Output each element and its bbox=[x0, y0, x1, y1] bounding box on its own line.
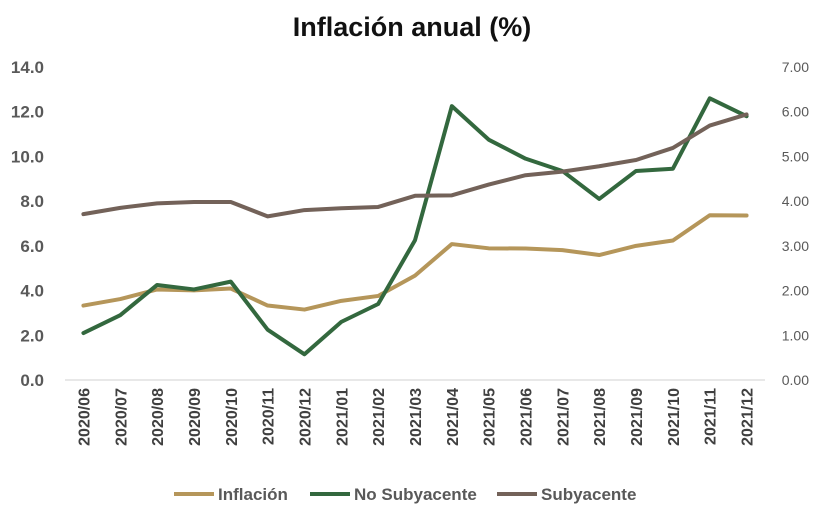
x-tick-label: 2020/10 bbox=[224, 388, 241, 446]
x-tick-label: 2021/04 bbox=[445, 388, 462, 446]
chart-title: Inflación anual (%) bbox=[293, 12, 532, 42]
x-tick-label: 2020/06 bbox=[76, 388, 93, 446]
series-lines bbox=[81, 96, 749, 357]
x-tick-label: 2021/08 bbox=[592, 388, 609, 446]
x-tick-label: 2021/09 bbox=[629, 388, 646, 446]
y-left-tick-label: 8.0 bbox=[20, 192, 44, 211]
x-tick-label: 2021/02 bbox=[371, 388, 388, 446]
x-tick-label: 2020/08 bbox=[150, 388, 167, 446]
x-tick-label: 2021/12 bbox=[740, 388, 757, 446]
series-line-no-subyacente bbox=[81, 96, 749, 357]
x-tick-label: 2021/03 bbox=[408, 388, 425, 446]
x-tick-label: 2021/07 bbox=[555, 388, 572, 446]
y-right-tick-label: 1.00 bbox=[782, 327, 809, 343]
y-left-tick-label: 14.0 bbox=[11, 58, 44, 77]
y-right-tick-label: 5.00 bbox=[782, 148, 809, 164]
series-line-inflacion bbox=[81, 213, 749, 312]
series-line-subyacente bbox=[81, 112, 749, 219]
y-left-tick-label: 2.0 bbox=[20, 326, 44, 345]
y-right-tick-label: 4.00 bbox=[782, 193, 809, 209]
y-left-tick-label: 0.0 bbox=[20, 371, 44, 390]
y-right-tick-label: 7.00 bbox=[782, 59, 809, 75]
x-tick-label: 2021/10 bbox=[666, 388, 683, 446]
x-tick-label: 2021/11 bbox=[703, 388, 720, 445]
y-right-tick-label: 6.00 bbox=[782, 104, 809, 120]
x-tick-label: 2020/11 bbox=[261, 388, 278, 445]
y-right-tick-label: 0.00 bbox=[782, 372, 809, 388]
y-right-tick-label: 2.00 bbox=[782, 283, 809, 299]
legend-label-inflacion: Inflación bbox=[218, 485, 288, 504]
x-tick-label: 2021/01 bbox=[334, 388, 351, 446]
x-tick-label: 2021/06 bbox=[519, 388, 536, 446]
y-left-tick-label: 10.0 bbox=[11, 147, 44, 166]
y-left-tick-label: 4.0 bbox=[20, 282, 44, 301]
legend-label-subyacente: Subyacente bbox=[541, 485, 636, 504]
x-tick-label: 2021/05 bbox=[482, 388, 499, 446]
x-tick-label: 2020/07 bbox=[113, 388, 130, 446]
y-left-tick-label: 12.0 bbox=[11, 103, 44, 122]
legend: Inflación No Subyacente Subyacente bbox=[174, 485, 636, 504]
y-right-tick-label: 3.00 bbox=[782, 238, 809, 254]
x-tick-label: 2020/09 bbox=[187, 388, 204, 446]
y-left-tick-label: 6.0 bbox=[20, 237, 44, 256]
axes: 0.0 2.0 4.0 6.0 8.0 10.0 12.0 14.0 0.00 1.00 2.00 3… bbox=[11, 58, 809, 446]
x-tick-label: 2020/12 bbox=[297, 388, 314, 446]
legend-label-no-subyacente: No Subyacente bbox=[354, 485, 477, 504]
